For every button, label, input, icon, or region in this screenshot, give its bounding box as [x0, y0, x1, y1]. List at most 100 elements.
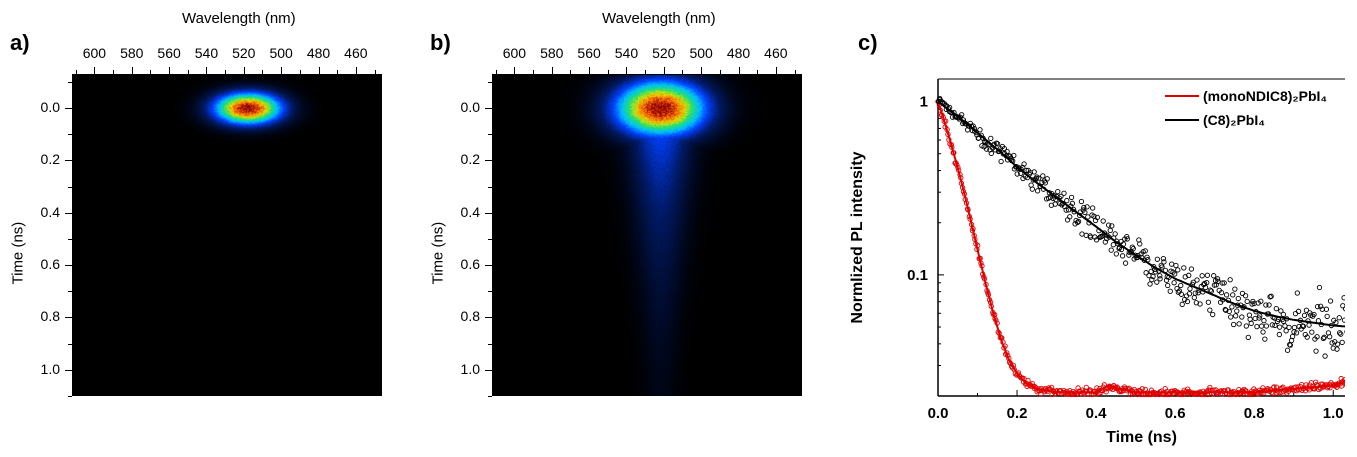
panel-a-y-tick: [65, 160, 72, 162]
panel-c-data-point-c8: [988, 150, 994, 157]
panel-c-data-point-c8: [1190, 279, 1196, 285]
panel-c-data-point-c8: [1069, 200, 1076, 206]
panel-c-data-point-c8: [1239, 290, 1246, 297]
panel-c-data-point-c8: [1300, 323, 1307, 330]
panel-b-y-axis-title: Time (ns): [429, 221, 447, 285]
panel-c-data-point-c8: [983, 146, 990, 152]
panel-c-data-point-c8: [1261, 317, 1267, 324]
panel-c-data-point-c8: [1130, 245, 1136, 252]
panel-c-data-point-c8: [1161, 259, 1167, 265]
panel-c-data-point-c8: [1109, 223, 1115, 229]
panel-c-data-point-c8: [1204, 279, 1210, 286]
panel-a-x-minor-tick: [187, 70, 189, 74]
panel-a-x-tick-label: 520: [232, 45, 256, 61]
panel-b-y-tick-label: 0.2: [460, 151, 480, 168]
panel-c-data-point-c8: [1258, 298, 1264, 304]
panel-c-data-point-c8: [1078, 198, 1085, 205]
panel-c-data-point-c8: [1014, 171, 1020, 177]
panel-c-data-point-c8: [1316, 284, 1323, 291]
panel-b-x-minor-tick: [495, 70, 497, 74]
panel-c-y-tick-label: 1: [920, 94, 928, 111]
panel-c-data-point-c8: [1067, 214, 1073, 220]
panel-c-data-point-c8: [1084, 204, 1090, 210]
panel-b-x-tick: [775, 67, 777, 74]
panel-c-data-point-c8: [1263, 323, 1270, 329]
panel-c-data-point-c8: [1063, 207, 1069, 213]
panel-b-x-minor-tick: [682, 70, 684, 74]
panel-a-x-tick: [94, 67, 96, 74]
panel-c-data-point-c8: [1020, 164, 1026, 171]
panel-c-data-point-c8: [1245, 334, 1251, 341]
panel-c-letter: c): [858, 30, 878, 55]
panel-b-x-tick: [738, 67, 740, 74]
panel-a-x-tick-label: 500: [269, 45, 293, 61]
panel-a-y-minor-tick: [68, 396, 72, 397]
panel-c-data-point-c8: [1323, 306, 1330, 312]
panel-a-letter: a): [10, 30, 30, 55]
panel-a-x-axis-title: Wavelength (nm): [182, 10, 296, 27]
panel-c-data-point-c8: [1178, 282, 1184, 289]
panel-c-data-point-c8: [993, 140, 1000, 146]
panel-c-x-tick-label: 0.4: [1086, 405, 1108, 422]
panel-a-x-tick: [281, 67, 283, 74]
panel-c-data-point-c8: [996, 148, 1003, 154]
panel-c-data-point-mononidc8: [1094, 385, 1100, 391]
panel-c-data-point-c8: [1030, 177, 1036, 183]
panel-c-data-point-c8: [1266, 302, 1272, 308]
panel-c-x-tick-label: 0.8: [1244, 405, 1265, 422]
panel-c-data-point-c8: [1294, 290, 1301, 296]
panel-a-x-tick: [243, 67, 245, 74]
panel-b-x-tick: [701, 67, 703, 74]
panel-b-y-tick-label: 0.8: [460, 308, 480, 325]
panel-b-x-minor-tick: [570, 70, 572, 74]
panel-c-data-point-c8: [1262, 336, 1268, 342]
panel-c-data-point-c8: [1168, 261, 1175, 267]
panel-c-data-point-mononidc8: [1200, 388, 1207, 394]
panel-c-data-point-c8: [1214, 276, 1221, 282]
panel-a-y-tick-label: 0.4: [40, 203, 60, 220]
panel-c-plot: 0.0 0.2 0.4 0.6 0.8 1.0 0.1 1 Time (ns) Normlized…: [849, 78, 1345, 446]
panel-a-x-tick-label: 600: [82, 45, 107, 61]
panel-a-x-minor-tick: [75, 70, 77, 74]
panel-c-data-point-c8: [1167, 288, 1173, 294]
panel-a-y-tick-label: 0.0: [40, 99, 60, 116]
panel-c-data-point-c8: [1219, 280, 1225, 286]
panel-c-data-point-c8: [1142, 248, 1148, 254]
panel-c-data-point-c8: [1230, 292, 1236, 298]
panel-b-x-minor-tick: [794, 70, 796, 74]
panel-c-data-point-c8: [1276, 331, 1283, 338]
panel-c-data-point-c8: [1127, 248, 1134, 255]
panel-a-x-tick-label: 460: [344, 45, 368, 61]
panel-c-data-point-c8: [1058, 193, 1064, 200]
panel-c-data-point-c8: [1173, 262, 1179, 269]
panel-c-data-point-c8: [1081, 204, 1087, 211]
panel-c-data-point-c8: [1137, 241, 1143, 247]
panel-c-data-point-c8: [1273, 306, 1279, 312]
panel-a-x-tick: [318, 67, 320, 74]
panel-c-data-point-c8: [1172, 271, 1178, 277]
panel-b-top-axis-line: [492, 74, 802, 75]
panel-c-data-point-c8: [1235, 295, 1241, 302]
panel-c-data-point-c8: [1314, 304, 1321, 310]
panel-c-data-point-c8: [1227, 277, 1233, 283]
panel-c-data-point-c8: [1289, 333, 1296, 340]
panel-b-y-tick: [485, 369, 492, 371]
panel-a-y-tick: [65, 369, 72, 371]
panel-c-data-point-c8: [1269, 322, 1275, 328]
panel-c-data-point-c8: [1102, 239, 1108, 245]
panel-b-x-tick-label: 480: [726, 45, 751, 61]
panel-c-data-point-c8: [1122, 260, 1129, 266]
panel-c-data-point-c8: [1194, 277, 1200, 283]
panel-c-data-point-c8: [1292, 311, 1299, 317]
panel-b-heatmap-canvas: [492, 74, 802, 396]
panel-c-data-point-c8: [1223, 292, 1230, 298]
panel-c-data-point-c8: [1311, 311, 1317, 318]
panel-c-data-point-c8: [1272, 322, 1278, 329]
panel-c-data-point-c8: [1055, 188, 1061, 195]
panel-c-data-point-c8: [1340, 303, 1345, 309]
panel-c-data-point-c8: [1218, 289, 1225, 296]
panel-c-data-point-c8: [1044, 176, 1050, 182]
panel-c-data-point-c8: [958, 112, 965, 118]
panel-c-data-point-c8: [1191, 294, 1197, 301]
panel-b-y-minor-tick: [488, 186, 492, 188]
